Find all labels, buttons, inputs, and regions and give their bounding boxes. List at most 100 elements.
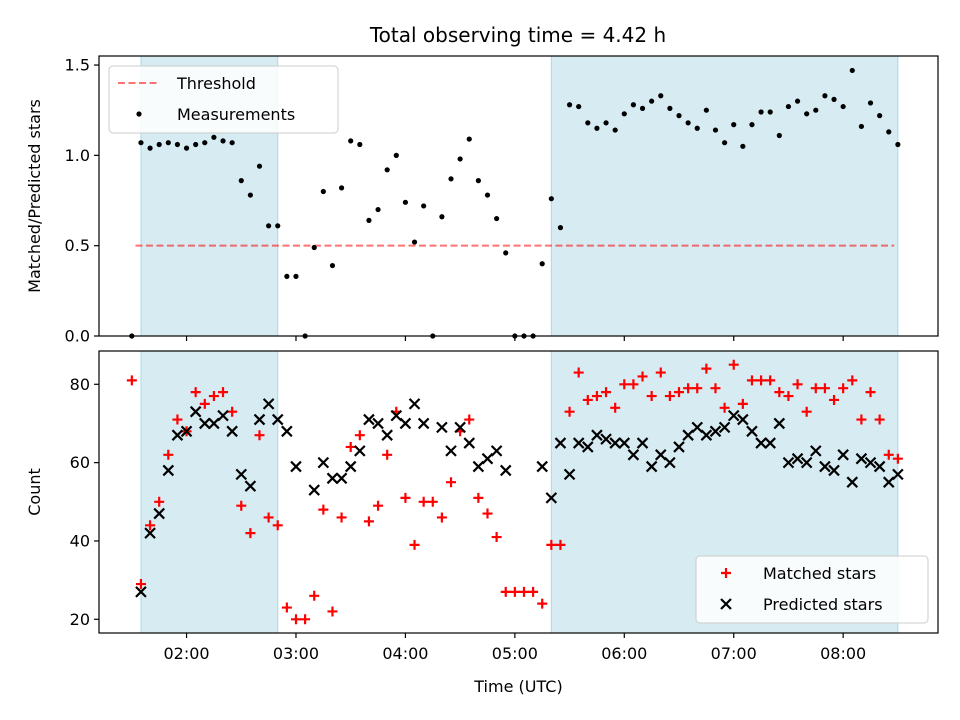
data-point xyxy=(782,456,795,469)
data-point xyxy=(436,512,447,523)
data-point xyxy=(180,425,193,438)
data-point xyxy=(895,141,901,148)
data-point xyxy=(573,367,584,378)
y-axis-label: Count xyxy=(25,468,44,516)
legend-box xyxy=(695,555,929,624)
data-point xyxy=(363,516,374,527)
data-point xyxy=(855,452,868,465)
data-point xyxy=(828,464,840,477)
data-point xyxy=(373,500,384,511)
data-point xyxy=(664,456,676,469)
data-point xyxy=(819,460,831,473)
data-point xyxy=(417,417,430,430)
data-point xyxy=(338,185,345,191)
data-point xyxy=(284,273,290,279)
data-point xyxy=(703,107,709,113)
data-point xyxy=(236,500,247,511)
data-point xyxy=(877,113,883,119)
data-point xyxy=(764,437,776,449)
data-point xyxy=(254,430,265,441)
data-point xyxy=(366,217,372,223)
data-point xyxy=(563,468,576,481)
data-point xyxy=(555,539,566,550)
data-point xyxy=(755,437,767,449)
data-point xyxy=(227,406,238,417)
legend-measurements-label: Measurements xyxy=(177,105,295,124)
x-tick-label: 03:00 xyxy=(273,644,319,663)
data-point xyxy=(718,421,731,434)
data-point xyxy=(126,375,137,386)
data-point xyxy=(245,528,256,539)
data-point xyxy=(667,105,673,111)
data-point xyxy=(494,215,500,222)
data-point xyxy=(528,586,539,597)
data-point xyxy=(244,480,257,492)
data-point xyxy=(572,437,585,449)
data-point xyxy=(609,437,621,449)
data-point xyxy=(701,363,712,374)
data-point xyxy=(208,391,219,402)
data-point xyxy=(375,206,381,213)
shaded-region xyxy=(550,55,899,337)
data-point xyxy=(709,425,722,438)
legend-measurements-swatch xyxy=(136,111,142,117)
data-point xyxy=(566,102,573,108)
data-point xyxy=(746,425,758,438)
data-point xyxy=(813,107,819,113)
chart-title: Total observing time = 4.42 h xyxy=(369,23,666,47)
data-point xyxy=(838,383,849,394)
data-point xyxy=(564,406,575,417)
data-point xyxy=(509,586,520,597)
legend: Threshold Measurements xyxy=(108,65,339,134)
data-point xyxy=(381,429,393,441)
data-point xyxy=(719,402,730,413)
data-point xyxy=(345,441,356,452)
data-point xyxy=(621,111,627,117)
data-point xyxy=(582,394,593,405)
data-point xyxy=(326,472,339,485)
data-point xyxy=(490,445,503,457)
data-point xyxy=(619,379,630,390)
data-point xyxy=(329,262,336,269)
data-point xyxy=(600,433,612,445)
data-point xyxy=(448,176,454,182)
data-point xyxy=(767,109,773,115)
data-point xyxy=(271,413,284,426)
data-point xyxy=(218,387,229,398)
data-point xyxy=(837,449,849,461)
data-point xyxy=(275,223,281,229)
data-point xyxy=(710,383,721,394)
y-axis-label: Matched/Predicted stars xyxy=(25,99,44,293)
data-point xyxy=(266,223,272,229)
data-point xyxy=(731,122,737,128)
data-point xyxy=(727,409,740,422)
data-point xyxy=(546,539,557,550)
data-point xyxy=(594,125,600,131)
data-point xyxy=(411,239,418,245)
data-point xyxy=(193,141,199,148)
data-point xyxy=(892,453,903,464)
data-point xyxy=(873,460,886,473)
data-point xyxy=(357,141,363,148)
data-point xyxy=(765,375,776,386)
legend-matched-swatch xyxy=(721,568,731,578)
data-point xyxy=(199,417,211,430)
data-point xyxy=(746,375,757,386)
data-point xyxy=(454,421,466,434)
data-point xyxy=(840,103,846,110)
data-point xyxy=(557,225,564,231)
plot-frame xyxy=(98,55,939,337)
data-point xyxy=(682,429,694,441)
data-point xyxy=(831,96,837,102)
data-point xyxy=(639,105,646,111)
data-point xyxy=(445,445,457,457)
data-point xyxy=(655,367,666,378)
data-point xyxy=(238,178,244,184)
data-point xyxy=(463,437,476,449)
data-point xyxy=(472,460,485,473)
data-point xyxy=(737,413,749,426)
data-point xyxy=(293,273,299,279)
data-point xyxy=(208,417,220,430)
data-point xyxy=(211,134,217,140)
data-point xyxy=(874,414,885,425)
